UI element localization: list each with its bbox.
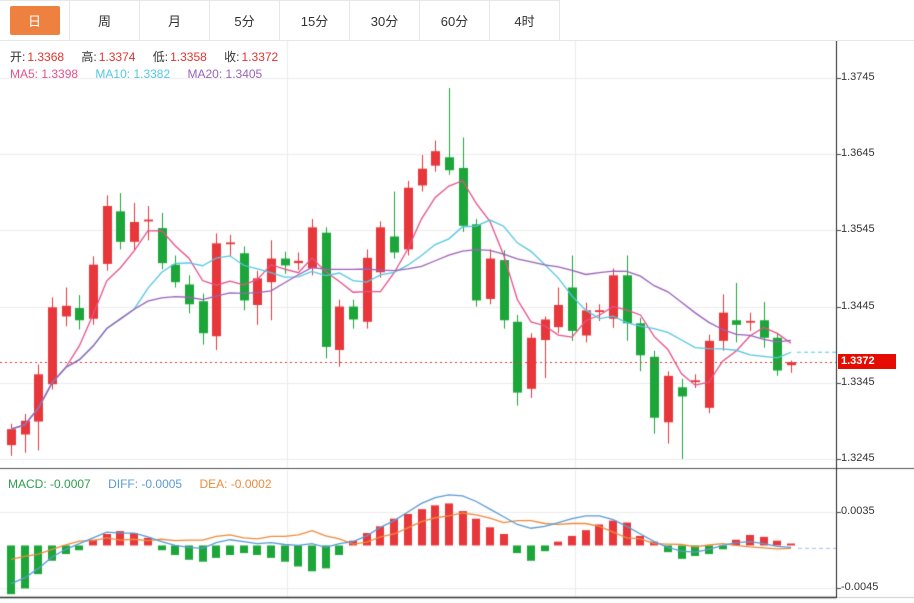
tab-label: 5分	[234, 14, 255, 29]
open-value: 1.3368	[27, 50, 65, 64]
high-label: 高:	[81, 50, 97, 64]
ma-legend: MA5: 1.3398 MA10: 1.3382 MA20: 1.3405	[10, 67, 276, 81]
open-label: 开:	[10, 50, 26, 64]
macd-legend: MACD: -0.0007 DIFF: -0.0005 DEA: -0.0002	[8, 477, 286, 491]
tab-label: 30分	[370, 14, 399, 29]
macd-value-item: MACD: -0.0007	[8, 477, 91, 491]
tab-label: 周	[97, 14, 111, 29]
close-label: 收:	[224, 50, 240, 64]
tab-timeframe-1[interactable]: 日	[0, 1, 70, 40]
ma10-legend-item: MA10: 1.3382	[95, 67, 171, 81]
price-tick-label: 1.3245	[841, 451, 875, 464]
price-tick-label: 1.3645	[841, 147, 875, 160]
low-value: 1.3358	[170, 50, 207, 64]
macd-tick-label: -0.0045	[841, 581, 879, 594]
tab-timeframe-3[interactable]: 月	[140, 1, 210, 40]
tab-label: 15分	[300, 14, 329, 29]
price-tick-label: 1.3745	[841, 71, 875, 84]
tab-timeframe-2[interactable]: 周	[70, 1, 140, 40]
tab-label: 月	[167, 14, 181, 29]
tab-timeframe-8[interactable]: 4时	[490, 1, 560, 40]
timeframe-tabs: 日 周 月 5分 15分 30分 60分 4时	[0, 0, 560, 40]
close-value: 1.3372	[241, 50, 279, 64]
tab-label: 60分	[440, 14, 469, 29]
current-price-label: 1.3372	[838, 354, 896, 369]
tab-timeframe-4[interactable]: 5分	[210, 1, 280, 40]
price-tick-label: 1.3445	[841, 299, 875, 312]
price-tick-label: 1.3545	[841, 223, 875, 236]
tab-timeframe-5[interactable]: 15分	[280, 1, 350, 40]
ma20-legend-item: MA20: 1.3405	[187, 67, 263, 81]
timeframe-tabbar: 日 周 月 5分 15分 30分 60分 4时	[0, 0, 914, 41]
low-label: 低:	[152, 50, 169, 64]
high-value: 1.3374	[98, 50, 136, 64]
tab-label: 4时	[514, 14, 535, 29]
diff-value-item: DIFF: -0.0005	[108, 477, 183, 491]
ma5-legend-item: MA5: 1.3398	[10, 67, 79, 81]
tab-timeframe-7[interactable]: 60分	[420, 1, 490, 40]
macd-tick-label: 0.0035	[841, 505, 875, 518]
price-tick-label: 1.3345	[841, 375, 875, 388]
dea-value-item: DEA: -0.0002	[199, 477, 272, 491]
tab-timeframe-6[interactable]: 30分	[350, 1, 420, 40]
tab-label: 日	[9, 6, 60, 35]
ohlc-legend: 开: 1.3368 高: 1.3374 低: 1.3358 收: 1.3372	[10, 48, 292, 65]
